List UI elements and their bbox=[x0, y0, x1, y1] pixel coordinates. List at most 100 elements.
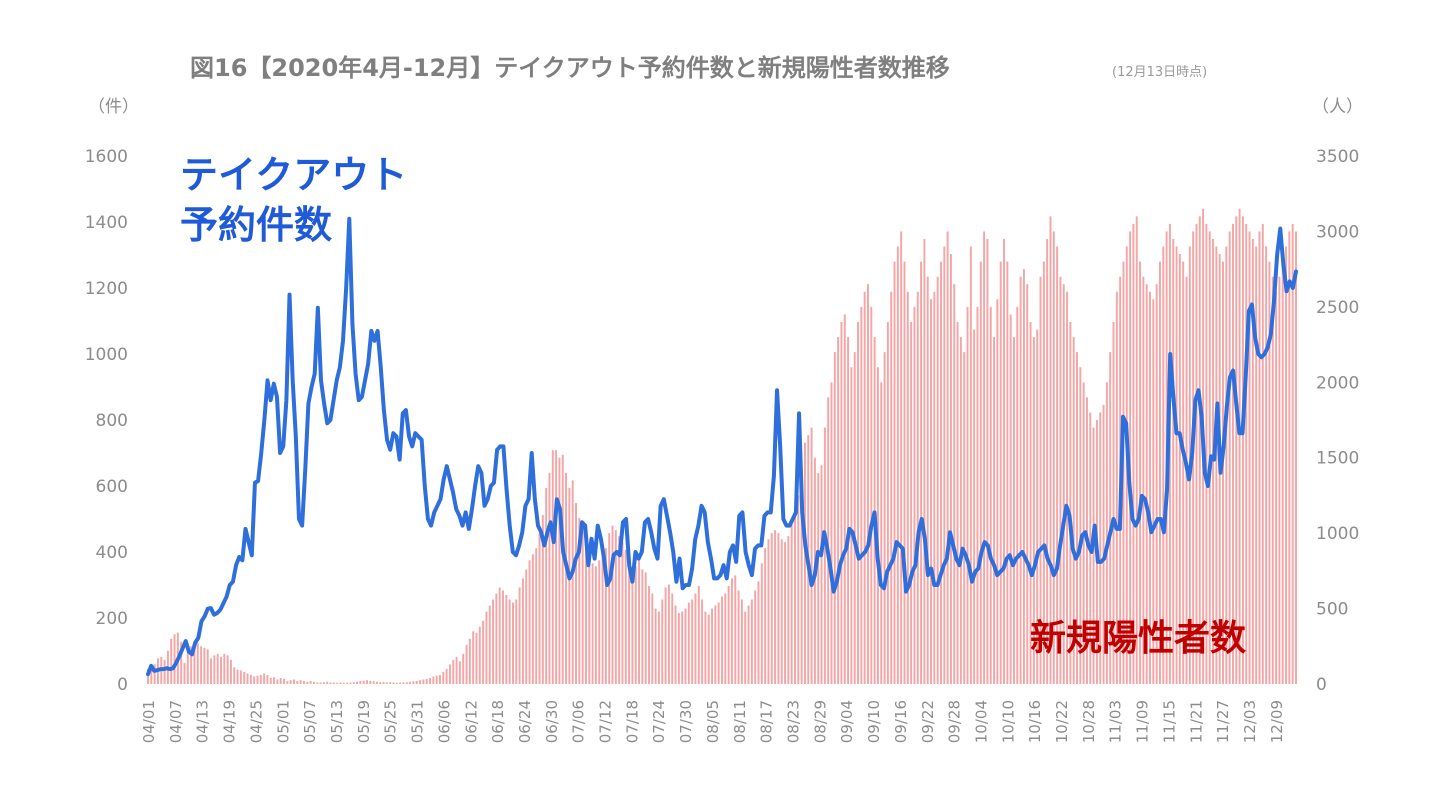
bar-point bbox=[266, 674, 269, 684]
bar-point bbox=[1281, 261, 1284, 684]
bar-point bbox=[1278, 276, 1281, 684]
bar-point bbox=[774, 530, 777, 684]
bar-point bbox=[714, 605, 717, 684]
bar-point bbox=[1145, 284, 1148, 684]
bar-point bbox=[618, 536, 621, 684]
x-tick-label: 08/17 bbox=[758, 700, 776, 743]
x-tick-label: 11/27 bbox=[1214, 700, 1232, 743]
x-tick-label: 10/10 bbox=[999, 700, 1017, 743]
bar-point bbox=[1271, 276, 1274, 684]
bar-point bbox=[840, 321, 843, 684]
left-tick-label: 1600 bbox=[85, 147, 128, 167]
bar-point bbox=[867, 284, 869, 684]
chart-title-note: (12月13日時点) bbox=[1112, 65, 1207, 80]
x-tick-label: 10/04 bbox=[972, 700, 990, 743]
bar-point bbox=[190, 646, 193, 684]
bar-point bbox=[850, 367, 853, 684]
left-tick-label: 600 bbox=[96, 477, 128, 497]
bar-point bbox=[163, 659, 166, 684]
bar-point bbox=[186, 650, 189, 684]
bar-point bbox=[903, 261, 906, 684]
left-tick-label: 800 bbox=[96, 411, 128, 431]
bar-point bbox=[439, 674, 441, 684]
bar-point bbox=[797, 495, 800, 684]
bar-point bbox=[555, 450, 558, 684]
bar-point bbox=[943, 246, 946, 684]
bar-point bbox=[634, 566, 637, 684]
bar-point bbox=[734, 575, 737, 684]
bar-point bbox=[1261, 223, 1264, 684]
x-tick-label: 04/01 bbox=[140, 700, 158, 743]
bar-point bbox=[787, 536, 790, 684]
bar-point bbox=[259, 674, 262, 684]
bar-point bbox=[415, 680, 418, 684]
left-tick-label: 1000 bbox=[85, 345, 128, 365]
bar-point bbox=[621, 542, 624, 684]
bar-point bbox=[478, 626, 481, 684]
line-legend-line2: 予約件数 bbox=[180, 203, 332, 247]
bar-point bbox=[432, 676, 435, 684]
bar-point bbox=[857, 321, 860, 684]
bar-point bbox=[976, 306, 979, 684]
bar-point bbox=[631, 578, 634, 684]
bar-point bbox=[372, 681, 375, 684]
bar-point bbox=[316, 682, 319, 684]
bar-point bbox=[515, 599, 518, 684]
bar-point bbox=[890, 291, 893, 684]
bar-point bbox=[329, 682, 332, 684]
bar-point bbox=[624, 549, 627, 684]
bar-point bbox=[1265, 246, 1268, 684]
x-tick-label: 07/24 bbox=[650, 700, 668, 743]
bar-point bbox=[283, 678, 286, 684]
bar-point bbox=[784, 542, 787, 684]
bar-point bbox=[223, 653, 226, 684]
bar-point bbox=[1258, 231, 1261, 684]
bar-point bbox=[1268, 261, 1271, 684]
bar-point bbox=[993, 337, 996, 684]
bar-point bbox=[492, 599, 495, 684]
x-tick-label: 12/09 bbox=[1268, 700, 1286, 743]
bar-point bbox=[1291, 223, 1294, 684]
bar-point bbox=[180, 641, 183, 684]
bar-point bbox=[538, 533, 541, 684]
bar-point bbox=[744, 611, 747, 684]
bar-point bbox=[1092, 427, 1095, 684]
bar-point bbox=[837, 337, 840, 684]
bar-point bbox=[770, 533, 773, 684]
bar-point bbox=[704, 611, 707, 684]
bar-point bbox=[1003, 238, 1005, 684]
bar-point bbox=[173, 634, 176, 684]
bar-point bbox=[1013, 337, 1015, 684]
bar-point bbox=[1255, 246, 1258, 684]
bar-point bbox=[989, 306, 992, 684]
bar-point bbox=[525, 569, 528, 684]
bar-point bbox=[870, 306, 873, 684]
bar-point bbox=[913, 306, 916, 684]
bar-point bbox=[883, 352, 886, 684]
bar-point bbox=[1295, 231, 1297, 684]
x-tick-label: 09/28 bbox=[946, 700, 964, 743]
bar-point bbox=[1241, 216, 1244, 684]
bar-point bbox=[273, 677, 276, 684]
bar-point bbox=[1175, 246, 1178, 684]
bar-point bbox=[568, 487, 571, 684]
bar-point bbox=[667, 584, 670, 684]
bar-point bbox=[983, 231, 986, 684]
bar-point bbox=[644, 572, 647, 684]
right-tick-label: 500 bbox=[1316, 600, 1348, 620]
bar-point bbox=[747, 605, 750, 684]
bar-point bbox=[940, 261, 942, 684]
bar-point bbox=[276, 679, 279, 684]
bar-point bbox=[1049, 216, 1052, 684]
bar-point bbox=[269, 677, 272, 684]
bar-point bbox=[342, 682, 345, 684]
x-tick-label: 05/31 bbox=[409, 700, 427, 743]
bar-point bbox=[628, 560, 631, 684]
x-tick-label: 05/07 bbox=[301, 700, 319, 743]
bar-point bbox=[946, 231, 949, 684]
x-tick-label: 11/15 bbox=[1160, 700, 1178, 743]
x-tick-label: 05/25 bbox=[382, 700, 400, 743]
bar-point bbox=[1039, 276, 1042, 684]
bar-point bbox=[299, 680, 302, 684]
right-tick-label: 1500 bbox=[1316, 449, 1359, 469]
